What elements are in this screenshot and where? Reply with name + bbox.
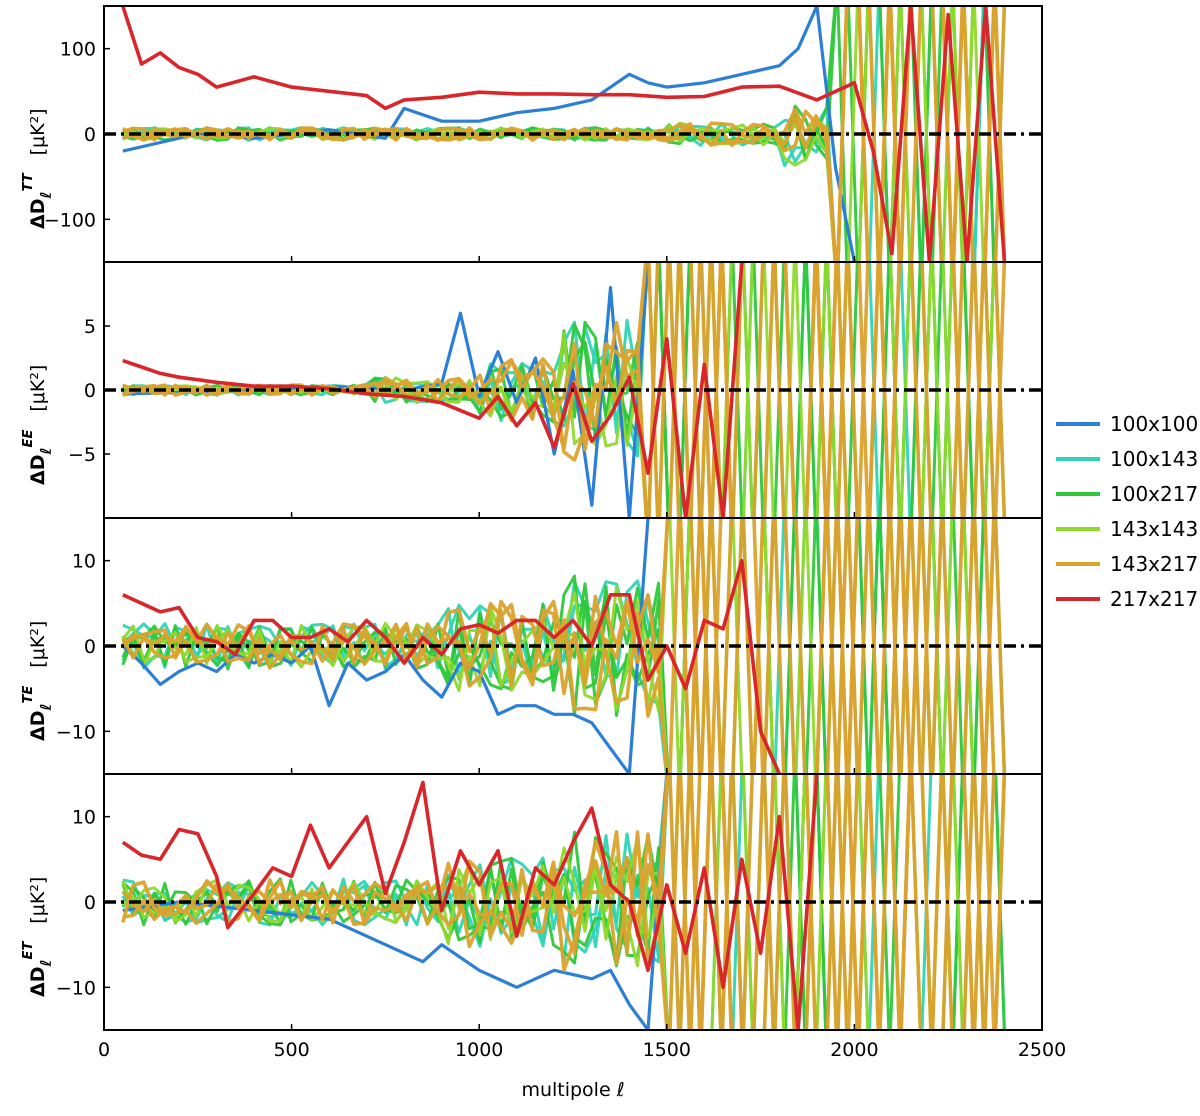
legend-label-143x143: 143x143 (1110, 517, 1198, 541)
series-143x217-EE-0 (122, 262, 986, 518)
x-axis-label: multipole ℓ (521, 1079, 624, 1101)
legend-label-100x100: 100x100 (1110, 412, 1198, 436)
x-tick-label: 2500 (1018, 1039, 1066, 1061)
series-100x217-TT-2 (122, 6, 1006, 262)
x-tick-label: 500 (273, 1039, 309, 1061)
series-143x217-TE-2 (121, 518, 996, 774)
y-tick-label-TT: 0 (84, 124, 96, 146)
y-tick-label-EE: −5 (68, 444, 96, 466)
legend: 100x100 100x143 100x217 143x143 143x217 217x2… (1056, 412, 1198, 611)
panel-ET: −10 0 10 ΔDℓET[μK²] (21, 773, 1043, 1031)
series-217x217-EE (122, 262, 744, 518)
y-axis-label-EE: ΔDℓEE[μK²] (21, 365, 55, 485)
x-tick-label: 2000 (830, 1039, 878, 1061)
series-100x217-ET-1 (121, 774, 1006, 1030)
y-tick-label-ET: 0 (84, 892, 96, 914)
legend-label-143x217: 143x217 (1110, 552, 1198, 576)
series-143x217-TE-1 (121, 518, 996, 774)
legend-label-100x143: 100x143 (1110, 447, 1198, 471)
series-100x100-TE (121, 518, 650, 774)
series-143x143-TE-1 (121, 518, 996, 774)
y-tick-label-EE: 0 (84, 380, 96, 402)
plot-area-EE (121, 262, 1007, 518)
legend-label-217x217: 217x217 (1110, 587, 1198, 611)
y-tick-label-EE: 5 (84, 316, 96, 338)
series-143x143-ET-0 (121, 774, 985, 1030)
y-axis-label-ET: ΔDℓET[μK²] (21, 877, 55, 997)
series-217x217-TE (122, 558, 782, 774)
y-tick-label-TE: 10 (72, 551, 96, 573)
y-tick-label-TT: −100 (44, 209, 96, 231)
y-tick-label-TE: −10 (56, 721, 96, 743)
y-tick-label-TE: 0 (84, 636, 96, 658)
y-axis-label-TE: ΔDℓTE[μK²] (21, 621, 55, 741)
y-tick-label-ET: −10 (56, 977, 96, 999)
x-tick-label: 1500 (643, 1039, 691, 1061)
panel-TT: −100 0 100 ΔDℓTT[μK²] (21, 5, 1043, 263)
plot-area-ET (121, 774, 1007, 1030)
y-axis-label-TT: ΔDℓTT[μK²] (21, 108, 55, 229)
series-143x217-ET-1 (121, 774, 996, 1030)
series-143x217-EE-2 (122, 262, 1007, 518)
x-tick-label: 1000 (455, 1039, 503, 1061)
series-143x217-ET-2 (122, 774, 1007, 1030)
panel-EE: −5 0 5 ΔDℓEE[μK²] (21, 261, 1043, 519)
panel-TE: −10 0 10 ΔDℓTE[μK²] (21, 517, 1043, 775)
series-100x143-ET-0 (122, 774, 1006, 1030)
panels-root: −1000100ΔDℓTT[μK²]−505ΔDℓEE[μK²]−10010ΔD… (21, 5, 1066, 1061)
series-100x100-ET (122, 774, 669, 1030)
series-100x143-TE-2 (121, 518, 985, 774)
y-tick-label-ET: 10 (72, 807, 96, 829)
series-143x217-ET-0 (121, 774, 1007, 1030)
plot-area-TT (121, 6, 1007, 262)
x-tick-label: 0 (98, 1039, 110, 1061)
y-tick-label-TT: 100 (60, 39, 96, 61)
legend-label-100x217: 100x217 (1110, 482, 1198, 506)
series-217x217-ET (121, 774, 819, 1030)
series-217x217-TT (121, 6, 1007, 262)
